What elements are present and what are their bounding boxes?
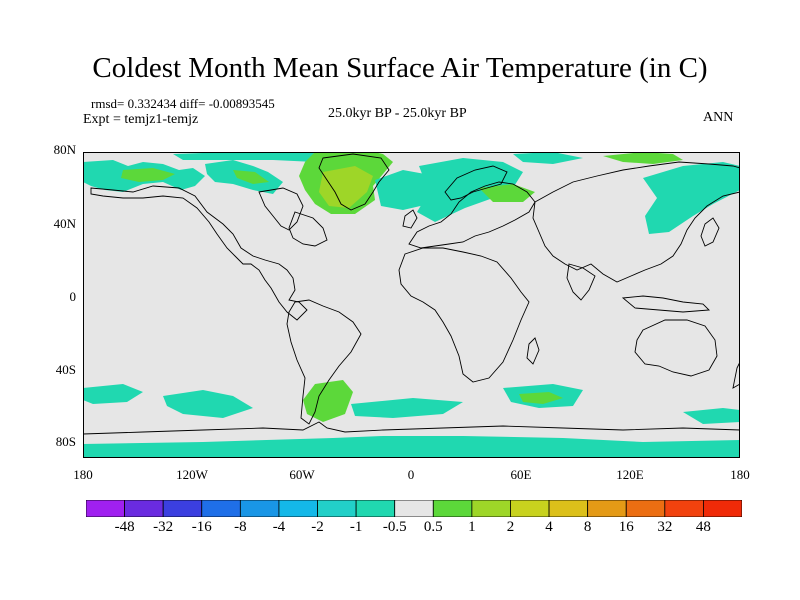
- coastline-japan: [700, 217, 720, 247]
- colorbar-tick-label: 8: [583, 519, 592, 535]
- colorbar-swatch: [664, 500, 704, 517]
- colorbar-tick-label: -1: [349, 519, 363, 535]
- anomaly-patch-siberia-top: [513, 152, 583, 164]
- coastline-britain: [402, 209, 418, 229]
- anomaly-patches: [83, 152, 740, 458]
- anomaly-patch-arctic: [173, 152, 333, 162]
- lon-label-120e: 120E: [616, 467, 644, 482]
- lon-label-0: 0: [407, 467, 415, 482]
- coastline-south-america: [286, 299, 362, 425]
- anomaly-patch-antarctica: [83, 436, 740, 458]
- coastline-asia: [532, 161, 740, 283]
- colorbar-swatch: [587, 500, 627, 517]
- colorbar-tick-label: 2: [506, 519, 515, 535]
- coastline-europe: [408, 181, 536, 249]
- lat-label-40s: 40S: [55, 362, 76, 377]
- lon-label-60w: 60W: [289, 467, 315, 482]
- lon-label-120w: 120W: [176, 467, 208, 482]
- colorbar-tick-label: 4: [545, 519, 553, 535]
- anomaly-patch-indian-green: [519, 392, 563, 404]
- coastline-india: [566, 263, 596, 301]
- colorbar-swatch: [355, 500, 396, 517]
- colorbar-tick-label: -32: [153, 519, 174, 535]
- coastline-scandinavia: [444, 165, 508, 201]
- colorbar-tick-label: 1: [468, 519, 476, 535]
- colorbar-tick-label: -4: [272, 519, 286, 535]
- colorbar-tick-label: -8: [234, 519, 247, 535]
- coastline-africa: [398, 247, 530, 383]
- colorbar-tick-label: -2: [311, 519, 324, 535]
- anomaly-patch-south-atlantic: [351, 398, 463, 418]
- lat-label-40n: 40N: [53, 216, 76, 231]
- coastline-hudson: [258, 187, 304, 231]
- anomaly-patch-australia-south: [683, 408, 740, 424]
- colorbar-swatch: [86, 500, 125, 517]
- colorbar-swatch: [124, 500, 164, 517]
- colorbar: [86, 500, 742, 517]
- colorbar-swatch: [317, 500, 357, 517]
- plot-title: Coldest Month Mean Surface Air Temperatu…: [92, 52, 708, 84]
- colorbar-tick-label: -16: [191, 519, 212, 535]
- coastline-antarctica: [83, 421, 740, 435]
- lat-label-0: 0: [69, 289, 77, 304]
- colorbar-tick-label: 0.5: [423, 519, 443, 535]
- anomaly-patch-alaska-green: [121, 168, 175, 182]
- coastlines: [83, 153, 740, 435]
- anomaly-patch-europe: [417, 158, 523, 222]
- lon-label-180w: 180: [73, 467, 93, 482]
- anomaly-patch-east-asia: [643, 162, 740, 234]
- coastline-north-america: [90, 185, 308, 321]
- lat-label-80s: 80S: [55, 434, 76, 449]
- colorbar-tick-label: 32: [657, 519, 673, 535]
- season-text: ANN: [703, 110, 734, 125]
- anomaly-patch-greenland-yellow: [319, 166, 373, 208]
- colorbar-swatch: [239, 500, 280, 517]
- colorbar-swatch: [625, 500, 666, 517]
- lat-label-80n: 80N: [53, 142, 76, 157]
- lon-label-60e: 60E: [510, 467, 532, 482]
- anomaly-patch-south-pacific-2: [163, 390, 253, 418]
- colorbar-swatch: [548, 500, 589, 517]
- colorbar-swatch: [510, 500, 550, 517]
- period-text: 25.0kyr BP - 25.0kyr BP: [328, 106, 467, 121]
- colorbar-tick-label: -0.5: [382, 519, 407, 535]
- colorbar-tick-label: 48: [695, 519, 711, 535]
- experiment-text: Expt = temjz1-temjz: [83, 112, 199, 127]
- colorbar-swatch: [278, 500, 318, 517]
- coastline-madagascar: [526, 337, 540, 365]
- anomaly-patch-central-asia: [603, 152, 683, 164]
- colorbar-swatch: [432, 500, 473, 517]
- coastline-greenland: [318, 153, 390, 211]
- stats-text: rmsd= 0.332434 diff= -0.00893545: [91, 96, 275, 111]
- anomaly-patch-canada-green: [233, 170, 269, 184]
- colorbar-swatch: [201, 500, 241, 517]
- colorbar-swatch: [703, 500, 742, 517]
- coastline-indonesia: [621, 295, 711, 313]
- colorbar-swatch: [471, 500, 511, 517]
- map-border: [83, 152, 740, 458]
- colorbar-swatch: [394, 500, 434, 517]
- lon-label-180e: 180: [730, 467, 750, 482]
- colorbar-tick-label: -48: [114, 519, 135, 535]
- coastline-australia: [634, 319, 718, 377]
- world-map: [83, 152, 740, 458]
- anomaly-patch-south-pacific-1: [83, 384, 143, 404]
- coastline-east-canada: [288, 211, 328, 247]
- colorbar-swatch: [162, 500, 203, 517]
- colorbar-tick-label: 16: [618, 519, 634, 535]
